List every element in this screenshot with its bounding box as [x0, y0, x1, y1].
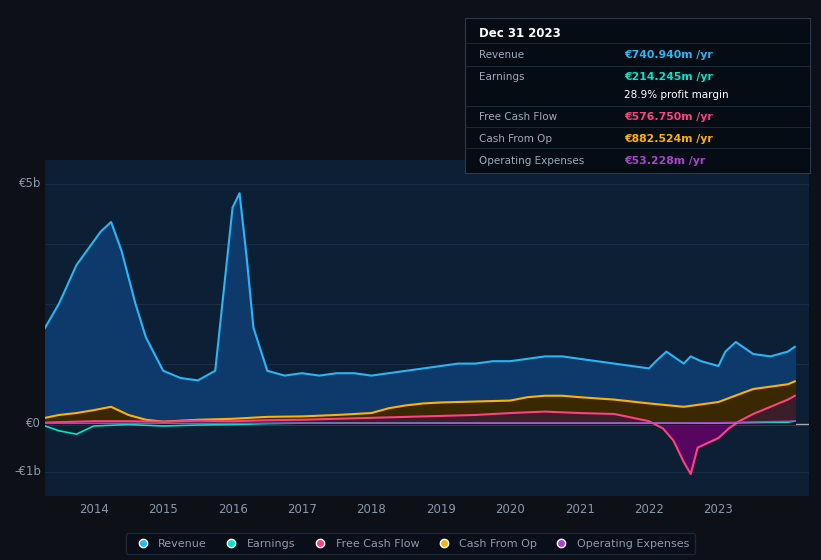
Text: Earnings: Earnings — [479, 72, 525, 82]
Text: €0: €0 — [26, 417, 41, 430]
Text: Operating Expenses: Operating Expenses — [479, 156, 584, 166]
Text: €882.524m /yr: €882.524m /yr — [624, 134, 713, 144]
Text: €53.228m /yr: €53.228m /yr — [624, 156, 705, 166]
Text: €576.750m /yr: €576.750m /yr — [624, 112, 713, 122]
Text: Free Cash Flow: Free Cash Flow — [479, 112, 557, 122]
Text: €740.940m /yr: €740.940m /yr — [624, 50, 713, 60]
Text: Dec 31 2023: Dec 31 2023 — [479, 27, 561, 40]
Text: Revenue: Revenue — [479, 50, 524, 60]
Text: Cash From Op: Cash From Op — [479, 134, 552, 144]
Text: €5b: €5b — [19, 177, 41, 190]
Text: 28.9% profit margin: 28.9% profit margin — [624, 91, 728, 100]
Text: -€1b: -€1b — [15, 465, 41, 478]
Legend: Revenue, Earnings, Free Cash Flow, Cash From Op, Operating Expenses: Revenue, Earnings, Free Cash Flow, Cash … — [126, 533, 695, 554]
Text: €214.245m /yr: €214.245m /yr — [624, 72, 713, 82]
